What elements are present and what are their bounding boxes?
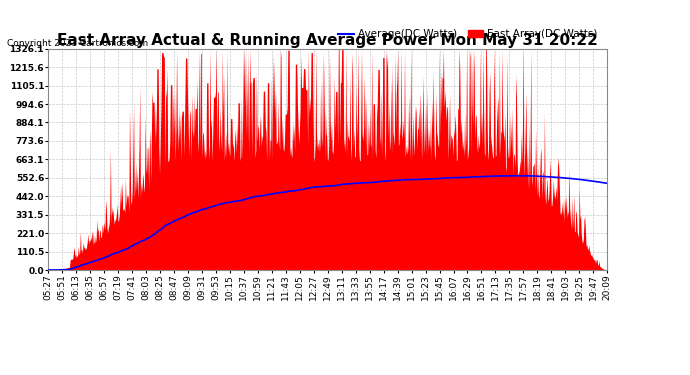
Text: Copyright 2021 Cartronics.com: Copyright 2021 Cartronics.com xyxy=(7,39,148,48)
Legend: Average(DC Watts), East Array(DC Watts): Average(DC Watts), East Array(DC Watts) xyxy=(334,25,602,44)
Title: East Array Actual & Running Average Power Mon May 31 20:22: East Array Actual & Running Average Powe… xyxy=(57,33,598,48)
